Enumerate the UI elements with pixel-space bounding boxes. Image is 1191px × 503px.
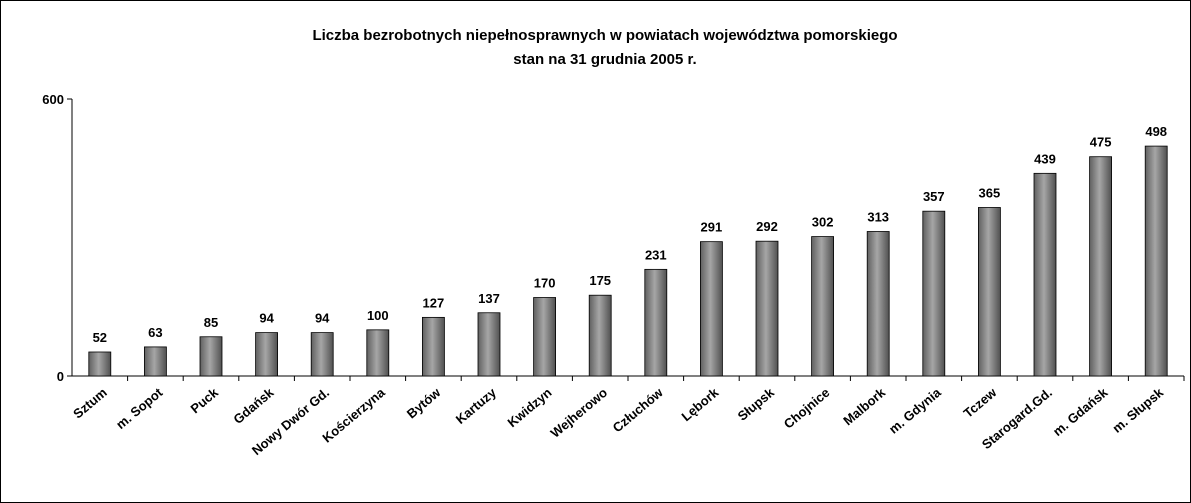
value-label: 291 <box>701 220 723 235</box>
value-label: 170 <box>534 276 556 291</box>
value-label: 63 <box>148 325 162 340</box>
value-label: 357 <box>923 189 945 204</box>
value-label: 292 <box>756 219 778 234</box>
chart-subtitle: stan na 31 grudnia 2005 r. <box>513 51 696 68</box>
bar <box>310 332 334 377</box>
bar <box>199 336 223 377</box>
bar <box>644 268 668 377</box>
value-label: 94 <box>315 311 330 326</box>
bar <box>143 346 167 377</box>
bar <box>811 236 834 377</box>
chart-title: Liczba bezrobotnych niepełnosprawnych w … <box>312 27 897 44</box>
value-label: 231 <box>645 247 667 262</box>
bar <box>755 240 779 377</box>
value-label: 94 <box>259 311 274 326</box>
bar <box>477 312 501 377</box>
bar <box>978 207 1001 377</box>
bar <box>866 231 890 377</box>
value-label: 52 <box>93 330 107 345</box>
value-label: 100 <box>367 308 389 323</box>
bar <box>255 332 279 377</box>
value-label: 137 <box>478 291 500 306</box>
bar <box>533 297 556 377</box>
value-label: 439 <box>1034 151 1056 166</box>
bar <box>1089 156 1112 377</box>
bar <box>700 241 723 377</box>
bar <box>922 210 946 377</box>
bar <box>366 329 390 377</box>
bar <box>1033 172 1057 377</box>
y-tick-label: 600 <box>42 92 64 107</box>
value-label: 175 <box>589 273 611 288</box>
value-label: 475 <box>1090 135 1112 150</box>
value-label: 313 <box>867 209 889 224</box>
value-label: 302 <box>812 215 834 230</box>
y-tick-label: 0 <box>57 369 64 384</box>
value-label: 365 <box>979 185 1001 200</box>
value-label: 85 <box>204 315 218 330</box>
bar <box>1144 145 1168 377</box>
value-label: 127 <box>423 295 445 310</box>
bar <box>588 294 612 377</box>
value-label: 498 <box>1145 124 1167 139</box>
bar <box>88 351 112 377</box>
bar <box>421 316 445 377</box>
